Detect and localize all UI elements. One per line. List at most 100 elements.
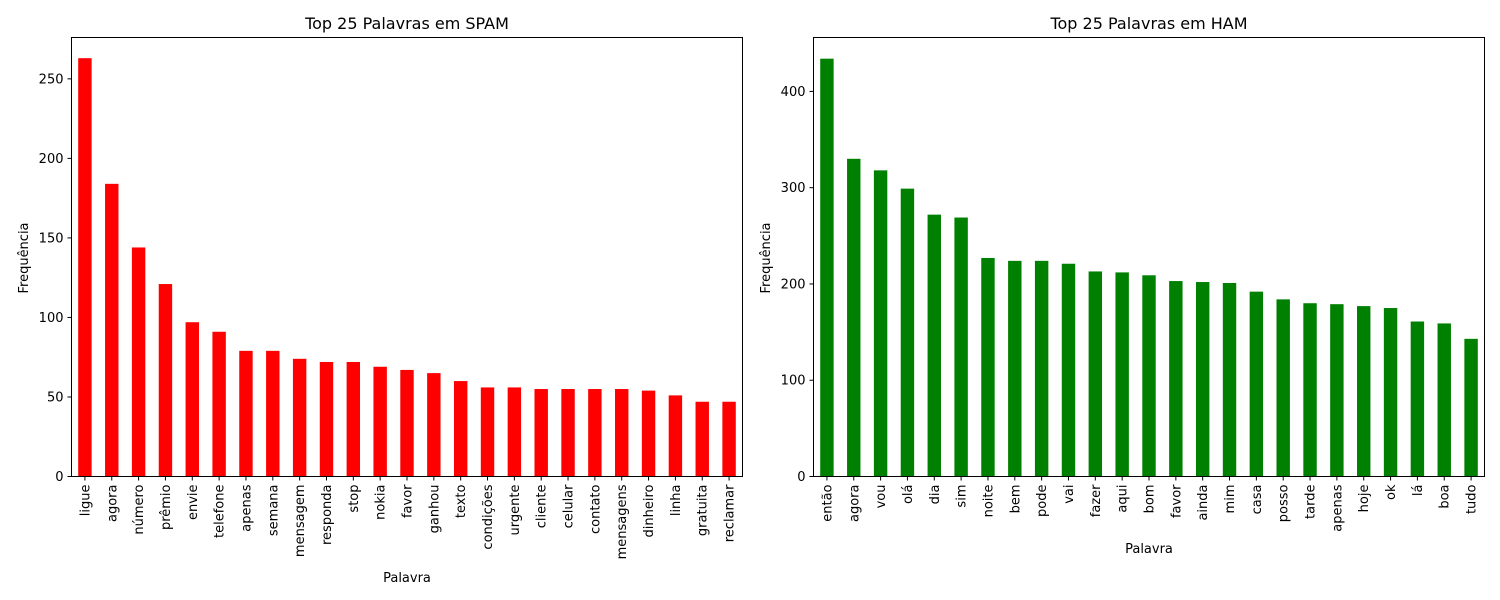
ham-bar-24 xyxy=(1464,338,1478,477)
spam-x-tick-label-3: prêmio xyxy=(159,484,174,530)
spam-x-tick-label-22: linha xyxy=(669,485,684,517)
spam-x-tick-label-5: telefone xyxy=(213,485,228,538)
spam-x-tick-label-0: ligue xyxy=(78,485,93,517)
ham-bar-11 xyxy=(1115,272,1129,477)
ham-x-axis-label: Palavra xyxy=(1125,542,1173,557)
ham-bar-12 xyxy=(1142,275,1156,477)
spam-y-tick-label-5: 250 xyxy=(39,72,64,87)
spam-y-tick-label-4: 200 xyxy=(39,152,64,167)
spam-bar-22 xyxy=(668,395,683,477)
spam-bar-7 xyxy=(266,350,280,477)
spam-bar-8 xyxy=(292,358,307,477)
spam-bar-14 xyxy=(453,381,468,477)
ham-x-tick-label-9: vai xyxy=(1062,485,1077,504)
ham-y-tick-label-0: 0 xyxy=(797,470,805,485)
spam-x-tick-label-15: condições xyxy=(481,484,496,549)
spam-bar-1 xyxy=(105,183,119,477)
spam-bar-12 xyxy=(400,369,414,477)
spam-bar-13 xyxy=(427,373,441,477)
ham-bar-8 xyxy=(1034,260,1049,477)
ham-x-tick-label-0: então xyxy=(820,484,835,521)
ham-bar-9 xyxy=(1061,263,1076,477)
ham-x-tick-label-8: pode xyxy=(1035,485,1050,517)
ham-chart: Top 25 Palavras em HAM Frequência Palavr… xyxy=(759,14,1485,557)
spam-plot-frame xyxy=(71,37,743,477)
ham-bar-7 xyxy=(1008,260,1022,477)
spam-bar-11 xyxy=(373,366,387,477)
ham-x-tick-label-13: favor xyxy=(1169,484,1184,518)
ham-x-tick-label-5: sim xyxy=(955,485,970,508)
spam-x-axis-label: Palavra xyxy=(383,571,431,586)
ham-y-tick-label-2: 200 xyxy=(781,277,806,292)
ham-x-tick-label-21: ok xyxy=(1384,484,1399,500)
spam-bar-23 xyxy=(695,401,709,477)
ham-chart-title: Top 25 Palavras em HAM xyxy=(1049,14,1247,33)
ham-bar-10 xyxy=(1088,271,1103,477)
ham-x-tick-label-4: dia xyxy=(928,485,943,505)
spam-x-ticks: ligue agora número prêmio envie telefone apena… xyxy=(78,476,738,559)
ham-bar-20 xyxy=(1357,306,1371,477)
spam-bar-17 xyxy=(534,389,548,477)
spam-y-tick-label-0: 0 xyxy=(55,470,63,485)
spam-bar-2 xyxy=(131,247,146,477)
ham-bar-13 xyxy=(1169,281,1183,477)
spam-x-tick-label-13: ganhou xyxy=(427,485,442,534)
ham-x-tick-label-17: posso xyxy=(1277,484,1292,522)
spam-x-tick-label-1: agora xyxy=(105,485,120,522)
ham-x-tick-label-20: hoje xyxy=(1357,485,1372,513)
spam-bar-9 xyxy=(319,361,334,477)
spam-bar-3 xyxy=(158,284,173,477)
ham-x-tick-label-15: mim xyxy=(1223,485,1238,514)
ham-x-tick-label-24: tudo xyxy=(1465,484,1480,514)
spam-y-tick-label-1: 50 xyxy=(47,390,64,405)
spam-bar-6 xyxy=(239,350,253,477)
spam-x-tick-label-24: reclamar xyxy=(723,484,738,542)
spam-x-tick-label-16: urgente xyxy=(508,485,523,536)
ham-x-tick-label-23: boa xyxy=(1438,485,1453,509)
spam-y-ticks: 0 50 100 150 200 250 xyxy=(39,72,72,485)
spam-x-tick-label-21: dinheiro xyxy=(642,484,657,537)
ham-bar-18 xyxy=(1303,303,1317,477)
ham-y-tick-label-4: 400 xyxy=(781,85,806,100)
spam-x-tick-label-8: mensagem xyxy=(293,485,308,558)
ham-x-tick-label-22: lá xyxy=(1411,485,1426,497)
spam-bar-10 xyxy=(346,361,361,477)
ham-y-tick-label-3: 300 xyxy=(781,181,806,196)
spam-y-tick-label-3: 150 xyxy=(39,231,64,246)
spam-x-tick-label-2: número xyxy=(132,484,147,534)
ham-x-tick-label-19: apenas xyxy=(1330,484,1345,531)
ham-y-axis-label: Frequência xyxy=(759,222,774,293)
ham-x-tick-label-1: agora xyxy=(847,485,862,522)
ham-x-tick-label-16: casa xyxy=(1250,485,1265,515)
ham-x-tick-label-7: bem xyxy=(1008,485,1023,514)
spam-x-tick-label-11: nokia xyxy=(374,485,389,520)
ham-bar-14 xyxy=(1195,282,1210,477)
spam-y-axis-label: Frequência xyxy=(17,222,32,293)
ham-bar-4 xyxy=(927,214,941,477)
spam-bar-4 xyxy=(185,322,199,477)
ham-x-tick-label-2: vou xyxy=(874,485,889,509)
spam-x-tick-label-10: stop xyxy=(347,485,362,513)
ham-bar-6 xyxy=(981,257,995,477)
spam-y-tick-label-2: 100 xyxy=(39,311,64,326)
spam-x-tick-label-12: favor xyxy=(401,484,416,518)
spam-bar-20 xyxy=(615,389,629,477)
ham-bar-21 xyxy=(1383,308,1398,477)
spam-bar-21 xyxy=(641,390,656,477)
ham-x-ticks: então agora vou olá dia sim noite bem pode vai faz… xyxy=(820,476,1480,532)
ham-plot-frame xyxy=(813,37,1485,477)
spam-x-tick-label-14: texto xyxy=(454,484,469,518)
spam-bar-24 xyxy=(722,401,736,477)
ham-bar-0 xyxy=(820,58,834,477)
ham-bar-23 xyxy=(1437,323,1451,477)
spam-x-tick-label-17: cliente xyxy=(535,485,550,529)
spam-chart-title: Top 25 Palavras em SPAM xyxy=(304,14,509,33)
ham-bar-19 xyxy=(1330,304,1344,477)
ham-x-tick-label-12: bom xyxy=(1143,485,1158,514)
spam-x-tick-label-20: mensagens xyxy=(615,484,630,559)
ham-bar-2 xyxy=(873,170,888,477)
spam-bar-16 xyxy=(507,387,522,477)
ham-x-tick-label-11: aqui xyxy=(1116,485,1131,513)
ham-y-ticks: 0 100 200 300 400 xyxy=(781,85,814,485)
spam-x-tick-label-9: responda xyxy=(320,485,335,546)
